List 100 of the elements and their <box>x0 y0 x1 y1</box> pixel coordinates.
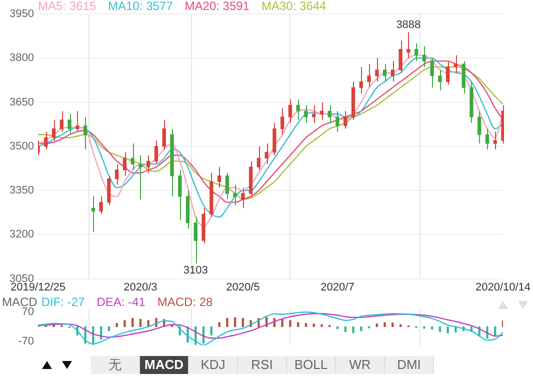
candlestick <box>501 104 504 144</box>
candlestick <box>233 184 237 206</box>
candlestick <box>146 154 150 174</box>
bar <box>234 317 236 328</box>
chart-title: MACD <box>2 295 38 309</box>
candlestick <box>217 166 222 188</box>
line-series <box>38 313 503 339</box>
candlestick <box>375 58 379 82</box>
text: BOLL <box>287 356 336 374</box>
candlestick <box>162 119 166 150</box>
candlestick <box>114 164 119 186</box>
candlestick <box>430 58 434 88</box>
y-tick-label: 3200 <box>10 228 34 241</box>
bar <box>438 326 442 332</box>
text: MACD <box>140 356 189 374</box>
candlestick <box>194 216 198 264</box>
candlestick <box>382 64 387 82</box>
y-tick-label: 3500 <box>10 140 34 152</box>
bar <box>392 322 394 328</box>
candlestick <box>422 46 426 68</box>
x-tick-label: 2020/5 <box>226 281 260 294</box>
candlestick <box>280 108 284 136</box>
bar <box>131 318 134 328</box>
candlestick <box>406 32 410 59</box>
candlestick <box>485 128 490 150</box>
bar <box>320 324 323 328</box>
bar <box>218 322 220 328</box>
candlestick <box>438 69 442 91</box>
x-tick-label: 2020/3 <box>124 281 158 294</box>
y-tick-label: 70 <box>22 306 34 318</box>
candlestick <box>83 116 88 150</box>
bar <box>226 318 228 328</box>
candlestick <box>52 119 56 142</box>
text: MA10: 3577 <box>108 0 173 13</box>
bar <box>297 322 300 328</box>
candlestick <box>241 187 245 209</box>
candlestick <box>367 64 371 88</box>
x-tick-label: 2020/10/14 <box>475 281 531 294</box>
annotation: 3888 <box>396 18 421 31</box>
candlestick <box>312 104 316 124</box>
candlestick <box>225 172 229 200</box>
bar <box>281 318 284 328</box>
bar <box>139 318 142 328</box>
candlestick <box>60 110 64 132</box>
text: RSI <box>238 356 287 374</box>
bar <box>210 326 212 336</box>
text: KDJ <box>189 356 238 374</box>
bar <box>384 322 386 328</box>
candlestick <box>320 102 324 120</box>
series-label: MACD: 28 <box>157 295 213 309</box>
candlestick <box>44 131 48 150</box>
candlestick <box>454 54 458 74</box>
x-tick-label: 2019/12/25 <box>10 281 66 294</box>
bar <box>376 323 378 328</box>
bar <box>304 323 308 328</box>
candlestick <box>288 98 292 124</box>
candlestick <box>99 196 103 215</box>
candlestick <box>91 196 95 232</box>
text: DMI <box>385 356 434 374</box>
candlestick <box>296 98 300 120</box>
text: WR <box>336 356 385 374</box>
bar <box>289 320 292 328</box>
candlestick <box>493 131 497 150</box>
text: MA20: 3591 <box>184 0 250 13</box>
bar <box>312 323 315 328</box>
candlestick <box>76 110 80 132</box>
x-tick-label: 2020/7 <box>320 281 354 294</box>
series-label: DIF: -27 <box>41 295 85 309</box>
annotation: 3103 <box>183 264 208 277</box>
candlestick <box>138 154 142 200</box>
text: MA30: 3644 <box>261 0 326 13</box>
text: MA5: 3615 <box>38 0 96 13</box>
candlestick <box>390 60 394 82</box>
y-tick-label: 3650 <box>10 96 34 108</box>
candlestick <box>264 142 268 165</box>
y-tick-label: -70 <box>18 335 34 348</box>
bar <box>116 323 118 328</box>
candlestick <box>359 66 363 94</box>
candlestick <box>414 42 418 62</box>
candlestick <box>478 110 482 144</box>
candlestick <box>122 152 127 176</box>
bar <box>423 326 426 329</box>
bar <box>124 320 126 328</box>
bar <box>242 318 244 328</box>
candlestick <box>68 114 72 136</box>
bar <box>352 326 354 334</box>
candlestick <box>344 110 348 130</box>
line-series <box>38 312 503 346</box>
candlestick <box>154 140 158 165</box>
candlestick <box>398 40 402 74</box>
candlestick <box>256 146 261 170</box>
text: 无 <box>91 356 140 374</box>
series-label: DEA: -41 <box>96 295 146 309</box>
candlestick <box>446 60 450 86</box>
candlestick <box>178 169 182 220</box>
candlestick <box>130 142 134 170</box>
y-tick-label: 3800 <box>10 52 34 64</box>
candlestick <box>304 104 308 124</box>
candlestick <box>336 110 340 132</box>
candlestick <box>328 104 332 124</box>
